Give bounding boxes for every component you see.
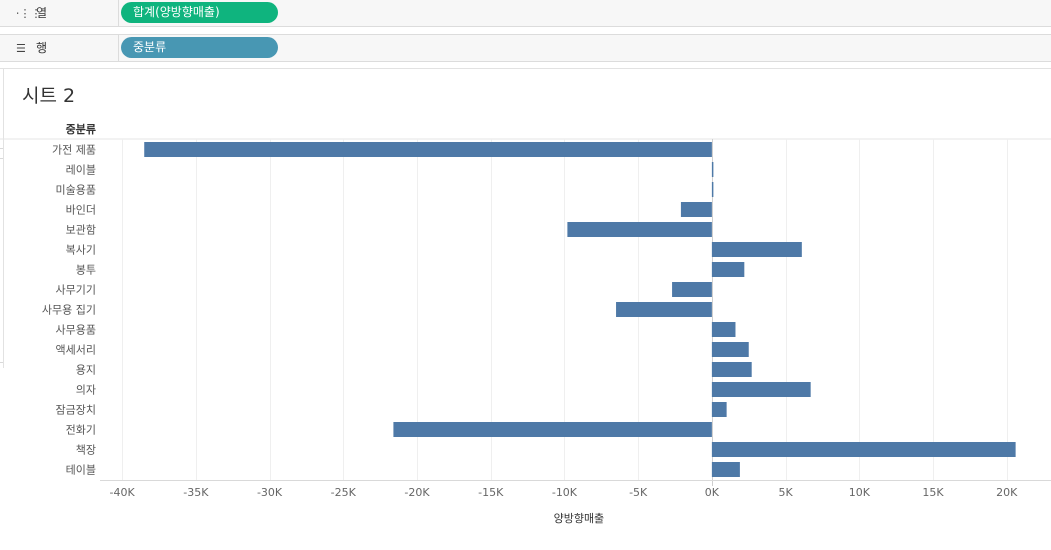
category-label: 액세서리 <box>56 344 96 357</box>
bar <box>711 162 714 177</box>
x-tick-label: -20K <box>404 486 430 499</box>
x-tick-label: 0K <box>705 486 720 499</box>
bar <box>711 242 802 257</box>
x-tick-label: -15K <box>478 486 504 499</box>
left-panel-divider <box>0 148 3 149</box>
category-label: 전화기 <box>66 424 96 437</box>
x-tick-label: 10K <box>849 486 871 499</box>
x-tick-label: -40K <box>110 486 136 499</box>
columns-label-text: 열 <box>36 6 48 20</box>
category-label: 사무용품 <box>56 324 96 337</box>
category-label: 미술용품 <box>56 184 96 197</box>
bar <box>711 262 745 277</box>
left-panel-divider <box>0 362 3 363</box>
sheet-title: 시트 2 <box>22 85 76 107</box>
rows-shelf-label: ☰ 행 <box>0 35 119 61</box>
x-tick-label: 20K <box>996 486 1018 499</box>
row-header-label: 중분류 <box>66 123 96 136</box>
bar <box>567 222 712 237</box>
x-tick-label: -10K <box>552 486 578 499</box>
category-label: 책장 <box>76 444 96 457</box>
category-label: 사무용 집기 <box>42 304 96 317</box>
category-label: 보관함 <box>66 224 96 237</box>
x-axis-title: 양방향매출 <box>554 512 605 525</box>
rows-pill-subcategory[interactable]: 중분류 <box>121 37 278 58</box>
rows-icon: ☰ <box>16 42 26 55</box>
x-tick-label: 15K <box>922 486 944 499</box>
category-label: 의자 <box>76 384 96 397</box>
category-label: 가전 제품 <box>52 144 96 157</box>
x-tick-label: 5K <box>778 486 793 499</box>
bar <box>672 282 712 297</box>
x-tick-label: -25K <box>331 486 357 499</box>
bar <box>711 322 736 337</box>
bar <box>393 422 712 437</box>
category-label: 테이블 <box>66 464 96 477</box>
category-label: 바인더 <box>66 204 96 217</box>
x-tick-label: -30K <box>257 486 283 499</box>
category-label: 복사기 <box>66 244 96 257</box>
bar <box>711 402 727 417</box>
bar <box>711 342 749 357</box>
bar <box>616 302 712 317</box>
rows-shelf: ☰ 행 중분류 <box>0 34 1051 62</box>
columns-pill-sum-sales[interactable]: 합계(양방향매출) <box>121 2 278 23</box>
columns-shelf-label: ⋅⋮⋮열 <box>0 0 119 26</box>
category-label: 용지 <box>76 364 96 377</box>
columns-shelf: ⋅⋮⋮열 합계(양방향매출) <box>0 0 1051 27</box>
bar <box>144 142 712 157</box>
rows-label-text: 행 <box>36 41 48 55</box>
category-label: 사무기기 <box>56 284 96 297</box>
bar <box>711 382 811 397</box>
category-label: 봉투 <box>76 264 96 277</box>
bar <box>680 202 712 217</box>
bar <box>711 182 714 197</box>
view-divider <box>0 68 1051 69</box>
bar <box>711 362 752 377</box>
category-label: 잠금장치 <box>56 404 96 417</box>
x-tick-label: -5K <box>629 486 648 499</box>
x-tick-label: -35K <box>183 486 209 499</box>
bar <box>711 442 1016 457</box>
category-label: 레이블 <box>66 164 96 177</box>
left-panel-edge <box>0 68 4 368</box>
bar <box>711 462 740 477</box>
left-panel-divider <box>0 158 3 159</box>
